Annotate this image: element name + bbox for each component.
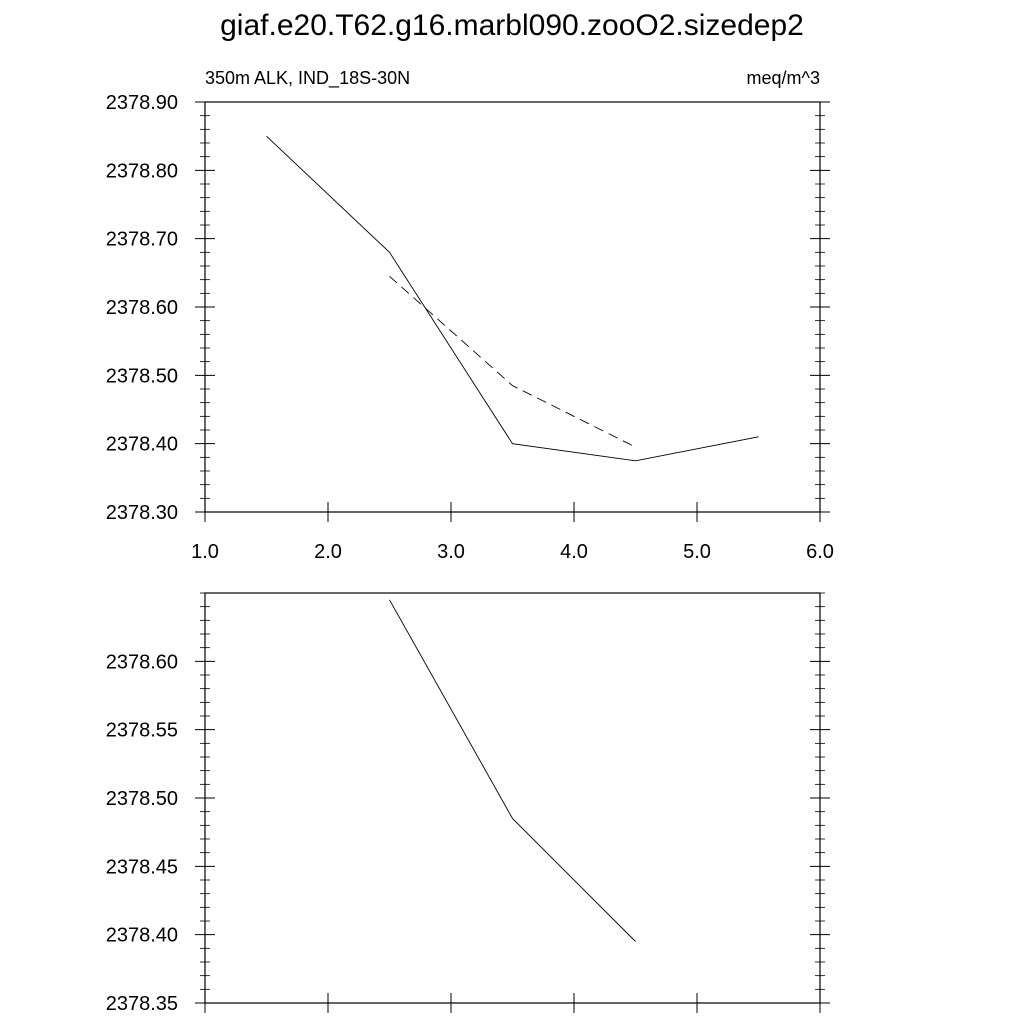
panel1-x-tick-label: 1.0	[191, 541, 219, 563]
panel2-y-tick-label: 2378.50	[106, 788, 178, 810]
panel2-y-tick-label: 2378.40	[106, 925, 178, 947]
panel1-subtitle-right: meq/m^3	[747, 68, 820, 88]
panel1-x-tick-label: 3.0	[437, 541, 465, 563]
panel1-x-tick-label: 4.0	[560, 541, 588, 563]
panel1-y-tick-label: 2378.60	[106, 297, 178, 319]
panel1-y-tick-label: 2378.90	[106, 92, 178, 114]
figure-title: giaf.e20.T62.g16.marbl090.zooO2.sizedep2	[220, 9, 804, 42]
panel1-y-tick-label: 2378.70	[106, 229, 178, 251]
panel2-y-tick-label: 2378.35	[106, 993, 178, 1015]
panel1-subtitle-left: 350m ALK, IND_18S-30N	[205, 68, 410, 89]
panel2-y-tick-label: 2378.45	[106, 856, 178, 878]
panel2-series-line-solid	[389, 599, 636, 942]
panel1-y-tick-label: 2378.50	[106, 365, 178, 387]
panel1-x-tick-label: 5.0	[683, 541, 711, 563]
panel1-y-tick-label: 2378.80	[106, 160, 178, 182]
panel1-plot-frame	[204, 101, 821, 513]
panel2-plot-frame	[204, 592, 821, 1004]
panel1-series-line-solid	[266, 135, 759, 462]
panel1-x-tick-label: 6.0	[806, 541, 834, 563]
panel1-y-tick-label: 2378.40	[106, 434, 178, 456]
panel2-y-tick-label: 2378.60	[106, 651, 178, 673]
panel2-y-tick-label: 2378.55	[106, 720, 178, 742]
panel1-y-tick-label: 2378.30	[106, 502, 178, 524]
panel1-series-line-dashed	[389, 275, 636, 448]
panel1-x-tick-label: 2.0	[314, 541, 342, 563]
